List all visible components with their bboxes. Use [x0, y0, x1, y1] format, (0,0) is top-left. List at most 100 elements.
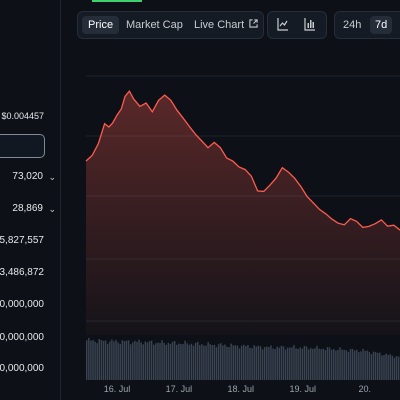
volume-bar	[247, 344, 249, 380]
volume-bar	[94, 341, 96, 380]
volume-bar	[109, 341, 111, 380]
range-24h[interactable]: 24h	[343, 19, 362, 31]
volume-bar	[305, 346, 308, 380]
volume-bar	[282, 346, 285, 380]
stat-row-6: 0,000,000	[0, 332, 44, 343]
x-tick-label: 17. Jul	[166, 384, 193, 394]
price-area	[86, 91, 400, 335]
volume-bar	[291, 347, 293, 380]
stat-value: 28,869	[12, 203, 43, 214]
stat-row-2[interactable]: 28,869 ⌄	[12, 203, 56, 214]
volume-bar	[226, 346, 228, 380]
candlestick-chart-icon[interactable]	[304, 17, 316, 36]
volume-bar	[362, 348, 364, 380]
volume-bar	[169, 344, 172, 380]
time-range-selector: 24h 7d	[334, 11, 400, 39]
volume-bar	[86, 340, 88, 380]
volume-bar	[192, 345, 195, 380]
volume-bar	[337, 349, 339, 380]
volume-bar	[104, 340, 107, 380]
stat-row-5: 0,000,000	[0, 299, 44, 310]
volume-bar	[123, 341, 126, 380]
volume-bar	[182, 344, 184, 380]
volume-bar	[299, 347, 301, 380]
volume-bar	[238, 348, 241, 380]
volume-bar	[249, 347, 251, 380]
volume-bar	[205, 345, 207, 380]
volume-bar	[211, 345, 214, 380]
volume-bar	[272, 348, 274, 380]
volume-bar	[186, 343, 188, 380]
x-tick-label: 18. Jul	[228, 384, 255, 394]
stat-row-1[interactable]: 73,020 ⌄	[12, 171, 56, 182]
volume-bar	[142, 344, 144, 380]
volume-bar	[140, 342, 142, 380]
volume-bar	[356, 349, 358, 380]
volume-bar	[178, 343, 180, 380]
volume-bar	[266, 346, 268, 380]
price-range-slider[interactable]	[0, 134, 45, 158]
volume-bar	[217, 344, 220, 380]
volume-bar	[368, 351, 371, 380]
volume-bar	[121, 340, 124, 380]
volume-bar	[173, 340, 176, 380]
tab-live-chart-label: Live Chart	[194, 19, 245, 31]
volume-bar	[180, 344, 182, 380]
volume-bar	[119, 343, 121, 380]
volume-bar	[328, 347, 331, 380]
volume-bar	[209, 344, 211, 380]
tab-market-cap[interactable]: Market Cap	[126, 19, 183, 31]
volume-bar	[383, 355, 385, 380]
volume-bar	[163, 343, 165, 380]
volume-bar	[303, 345, 306, 380]
volume-bar	[339, 347, 341, 380]
volume-bar	[245, 346, 247, 380]
volume-bar	[270, 345, 272, 380]
volume-bar	[203, 345, 205, 380]
stats-panel: $0.004457 73,020 ⌄ 28,869 ⌄ 5,827,557 3,…	[0, 0, 61, 400]
volume-bar	[115, 339, 117, 380]
volume-bar	[165, 344, 168, 380]
volume-bar	[374, 351, 377, 380]
price-chart[interactable]: 16. Jul 17. Jul 18. Jul 19. Jul 20.	[60, 40, 400, 400]
volume-bar	[322, 348, 325, 380]
volume-bar	[157, 342, 159, 380]
chart-type-toggle	[267, 11, 327, 39]
volume-bar	[234, 345, 237, 380]
volume-bar	[263, 347, 266, 380]
volume-bar	[148, 341, 151, 380]
volume-bar	[395, 356, 398, 380]
volume-bar	[379, 352, 381, 380]
volume-bar	[236, 345, 239, 380]
volume-bar	[194, 342, 197, 380]
volume-bar	[132, 342, 134, 380]
volume-bar	[366, 350, 368, 380]
volume-bar	[213, 344, 216, 380]
volume-bar	[351, 348, 354, 380]
volume-bar	[347, 351, 350, 380]
volume-bar	[376, 352, 379, 380]
range-7d[interactable]: 7d	[370, 16, 393, 34]
volume-bar	[92, 339, 94, 380]
chevron-down-icon: ⌄	[48, 204, 56, 214]
stat-value: 73,020	[12, 171, 43, 182]
volume-bar	[318, 348, 320, 380]
volume-bar	[215, 347, 218, 380]
line-chart-icon[interactable]	[277, 17, 289, 36]
volume-bar	[207, 342, 209, 380]
volume-bar	[341, 349, 343, 380]
volume-bar	[228, 347, 230, 380]
volume-bar	[161, 340, 163, 380]
volume-bar	[111, 339, 113, 380]
volume-bar	[381, 355, 383, 380]
chart-tabs: Price Market Cap Live Chart	[77, 11, 264, 39]
volume-bar	[230, 343, 232, 380]
volume-bar	[370, 353, 373, 380]
tab-live-chart[interactable]: Live Chart	[194, 17, 258, 33]
volume-bar	[125, 340, 128, 380]
volume-bar	[343, 349, 345, 380]
volume-bar	[316, 345, 318, 380]
volume-bar	[188, 344, 191, 380]
x-tick-label: 16. Jul	[104, 384, 131, 394]
tab-price[interactable]: Price	[82, 16, 120, 34]
